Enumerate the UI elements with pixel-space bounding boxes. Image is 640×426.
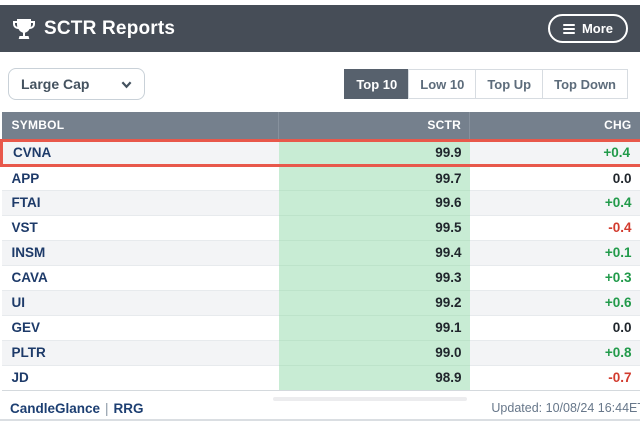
table-row-insm[interactable]: INSM 99.4 +0.1 — [1, 239, 640, 265]
column-header-chg[interactable]: CHG — [469, 112, 640, 140]
chg-value-cell: 0.0 — [469, 164, 640, 190]
tab-top-10[interactable]: Top 10 — [344, 69, 410, 99]
page-title: SCTR Reports — [44, 17, 176, 39]
chg-value-cell: +0.4 — [469, 189, 640, 215]
symbol-cell-vst[interactable]: VST — [1, 214, 279, 240]
table-body: CVNA 99.9 +0.4 APP 99.7 0.0 FTAI 99.6 +0.4 VST 99.… — [0, 138, 640, 391]
table-row-cava[interactable]: CAVA 99.3 +0.3 — [1, 264, 640, 290]
footer: CandleGlance | RRG Updated: 10/08/24 16:44… — [0, 401, 640, 416]
table-row-gev[interactable]: GEV 99.1 0.0 — [1, 314, 640, 340]
trophy-icon — [13, 18, 35, 39]
hamburger-icon — [562, 23, 575, 34]
tab-low-10[interactable]: Low 10 — [408, 69, 477, 99]
group-select-value: Large Cap — [21, 76, 90, 92]
symbol-cell-jd[interactable]: JD — [1, 364, 279, 391]
table-header-row: SYMBOL SCTR CHG — [1, 112, 640, 140]
sctr-value-cell: 99.7 — [278, 164, 470, 190]
rrg-link[interactable]: RRG — [113, 400, 144, 416]
table-row-pltr[interactable]: PLTR 99.0 +0.8 — [1, 339, 640, 365]
report-tabs: Top 10 Low 10 Top Up Top Down — [344, 69, 628, 99]
chg-value-cell: -0.4 — [469, 214, 640, 240]
symbol-cell-cava[interactable]: CAVA — [1, 264, 279, 290]
chg-value-cell: +0.3 — [469, 264, 640, 290]
table-row-jd[interactable]: JD 98.9 -0.7 — [1, 364, 640, 391]
sctr-value-cell: 99.6 — [278, 189, 470, 215]
symbol-cell-pltr[interactable]: PLTR — [1, 339, 279, 365]
sctr-value-cell: 99.2 — [278, 289, 470, 315]
column-header-sctr[interactable]: SCTR — [278, 112, 470, 140]
chg-value-cell: -0.7 — [469, 364, 640, 391]
chevron-down-icon — [121, 80, 132, 88]
group-select-dropdown[interactable]: Large Cap — [8, 68, 145, 100]
more-button-label: More — [581, 21, 613, 36]
horizontal-scrollbar-thumb[interactable] — [273, 397, 467, 401]
updated-timestamp: Updated: 10/08/24 16:44ET — [491, 401, 640, 415]
chg-value-cell: +0.4 — [469, 138, 640, 167]
link-separator: | — [105, 400, 109, 416]
tab-top-up[interactable]: Top Up — [475, 69, 544, 99]
tab-top-down[interactable]: Top Down — [542, 69, 628, 99]
symbol-cell-ftai[interactable]: FTAI — [1, 189, 279, 215]
symbol-cell-insm[interactable]: INSM — [1, 239, 279, 265]
table-row-ui[interactable]: UI 99.2 +0.6 — [1, 289, 640, 315]
controls-row: Large Cap Top 10 Low 10 Top Up Top Down — [8, 68, 632, 100]
table-row-cvna[interactable]: CVNA 99.9 +0.4 — [0, 138, 640, 167]
top-strip — [0, 0, 640, 5]
symbol-cell-ui[interactable]: UI — [1, 289, 279, 315]
symbol-cell-gev[interactable]: GEV — [1, 314, 279, 340]
table-row-vst[interactable]: VST 99.5 -0.4 — [1, 214, 640, 240]
chg-value-cell: +0.1 — [469, 239, 640, 265]
sctr-value-cell: 98.9 — [278, 364, 470, 391]
sctr-value-cell: 99.5 — [278, 214, 470, 240]
sctr-table: SYMBOL SCTR CHG CVNA 99.9 +0.4 APP 99.7 0.0 FT… — [0, 112, 640, 391]
chg-value-cell: +0.8 — [469, 339, 640, 365]
chg-value-cell: 0.0 — [469, 314, 640, 340]
sctr-value-cell: 99.0 — [278, 339, 470, 365]
app-header: SCTR Reports More — [0, 5, 640, 52]
sctr-value-cell: 99.9 — [278, 138, 470, 167]
sctr-value-cell: 99.3 — [278, 264, 470, 290]
bottom-divider — [0, 419, 640, 421]
symbol-cell-app[interactable]: APP — [1, 164, 279, 190]
table-row-ftai[interactable]: FTAI 99.6 +0.4 — [1, 189, 640, 215]
more-button[interactable]: More — [547, 14, 628, 43]
footer-links: CandleGlance | RRG — [10, 401, 144, 416]
column-header-symbol[interactable]: SYMBOL — [1, 112, 279, 140]
candleglance-link[interactable]: CandleGlance — [10, 400, 101, 416]
chg-value-cell: +0.6 — [469, 289, 640, 315]
sctr-value-cell: 99.4 — [278, 239, 470, 265]
table-row-app[interactable]: APP 99.7 0.0 — [1, 164, 640, 190]
sctr-value-cell: 99.1 — [278, 314, 470, 340]
symbol-cell-cvna[interactable]: CVNA — [0, 138, 279, 167]
